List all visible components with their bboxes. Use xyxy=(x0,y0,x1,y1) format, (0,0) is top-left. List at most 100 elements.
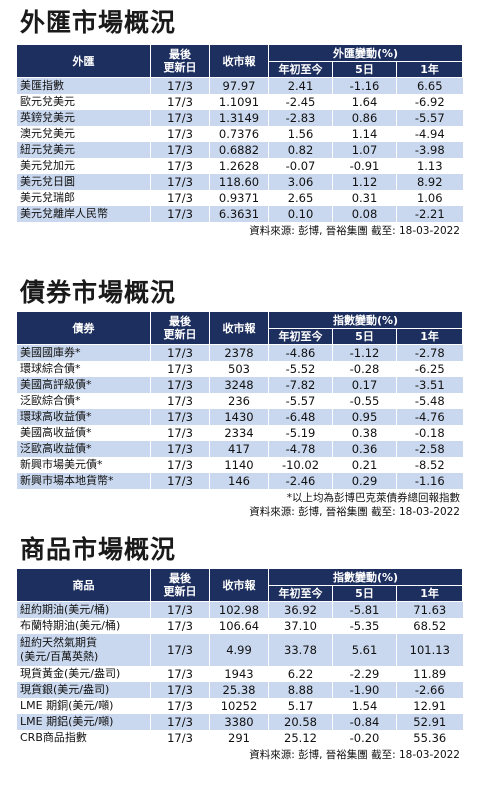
row-1y: 1.06 xyxy=(395,190,463,206)
row-ytd: 37.10 xyxy=(268,618,333,634)
row-1y: 11.89 xyxy=(395,666,463,682)
row-date: 17/3 xyxy=(150,190,210,206)
row-ytd: -5.52 xyxy=(268,361,333,377)
row-ytd: -4.78 xyxy=(268,441,333,457)
commodity-header-1y: 1年 xyxy=(395,585,464,602)
row-ytd: 36.92 xyxy=(268,601,333,618)
row-ytd: -2.83 xyxy=(268,110,333,126)
row-date: 17/3 xyxy=(150,206,210,222)
row-close: 0.6882 xyxy=(209,142,269,158)
row-date: 17/3 xyxy=(150,618,210,634)
row-close: 3248 xyxy=(209,377,269,393)
row-1y: -3.51 xyxy=(395,377,463,393)
row-close: 0.9371 xyxy=(209,190,269,206)
row-close: 97.97 xyxy=(209,77,269,94)
row-5d: -0.91 xyxy=(332,158,397,174)
row-date: 17/3 xyxy=(150,698,210,714)
row-name: 英鎊兌美元 xyxy=(16,110,151,126)
row-close: 3380 xyxy=(209,714,269,730)
commodity-header-name: 商品 xyxy=(16,568,151,602)
row-1y: -0.18 xyxy=(395,425,463,441)
row-ytd: 2.65 xyxy=(268,190,333,206)
row-close: 1430 xyxy=(209,409,269,425)
row-name: 美元兌加元 xyxy=(16,158,151,174)
row-ytd: 2.41 xyxy=(268,77,333,94)
row-ytd: 1.56 xyxy=(268,126,333,142)
row-ytd: -4.86 xyxy=(268,344,333,361)
table-row: 布蘭特期油(美元/桶) 17/3 106.64 37.10 -5.35 68.52 xyxy=(16,618,463,634)
row-ytd: 25.12 xyxy=(268,730,333,746)
row-name: 環球綜合債* xyxy=(16,361,151,377)
fx-section: 外匯市場概況 外匯 最後 更新日 收市報 外匯變動(%) 年初至今 5日 1年 … xyxy=(16,8,464,238)
row-5d: 1.54 xyxy=(332,698,397,714)
row-close: 102.98 xyxy=(209,601,269,618)
row-ytd: -2.45 xyxy=(268,94,333,110)
row-1y: -5.57 xyxy=(395,110,463,126)
bond-header-name: 債券 xyxy=(16,311,151,345)
fx-header-close: 收市報 xyxy=(209,44,269,78)
row-ytd: 0.10 xyxy=(268,206,333,222)
row-1y: 71.63 xyxy=(395,601,463,618)
bond-title: 債券市場概況 xyxy=(16,278,185,308)
table-row: 紐約天然氣期貨 (美元/百萬英熱) 17/3 4.99 33.78 5.61 101.13 xyxy=(16,634,463,666)
row-name: 美元兌日圓 xyxy=(16,174,151,190)
row-date: 17/3 xyxy=(150,714,210,730)
row-name: 紐元兌美元 xyxy=(16,142,151,158)
row-name: CRB商品指數 xyxy=(16,730,151,746)
row-ytd: 33.78 xyxy=(268,634,333,666)
commodity-source: 資料來源: 彭博, 晉裕集團 截至: 18-03-2022 xyxy=(249,749,460,761)
row-close: 1.3149 xyxy=(209,110,269,126)
table-row: 環球高收益債* 17/3 1430 -6.48 0.95 -4.76 xyxy=(16,409,463,425)
row-date: 17/3 xyxy=(150,393,210,409)
row-5d: 0.95 xyxy=(332,409,397,425)
row-date: 17/3 xyxy=(150,441,210,457)
row-1y: -2.21 xyxy=(395,206,463,222)
row-1y: -2.78 xyxy=(395,344,463,361)
row-close: 1.1091 xyxy=(209,94,269,110)
row-close: 2334 xyxy=(209,425,269,441)
row-ytd: -5.57 xyxy=(268,393,333,409)
table-row: 美元兌瑞郎 17/3 0.9371 2.65 0.31 1.06 xyxy=(16,190,463,206)
commodity-table: 商品 最後 更新日 收市報 指數變動(%) 年初至今 5日 1年 紐約期油(美元… xyxy=(16,568,464,746)
fx-header-ytd: 年初至今 xyxy=(268,61,333,78)
fx-header-1y: 1年 xyxy=(395,61,464,78)
row-ytd: -7.82 xyxy=(268,377,333,393)
row-5d: -0.55 xyxy=(332,393,397,409)
commodity-table-body: 紐約期油(美元/桶) 17/3 102.98 36.92 -5.81 71.63 布蘭特期油… xyxy=(16,601,463,746)
table-row: 美國高評級債* 17/3 3248 -7.82 0.17 -3.51 xyxy=(16,377,463,393)
row-date: 17/3 xyxy=(150,409,210,425)
row-1y: -6.25 xyxy=(395,361,463,377)
table-row: 歐元兌美元 17/3 1.1091 -2.45 1.64 -6.92 xyxy=(16,94,463,110)
row-1y: -3.98 xyxy=(395,142,463,158)
commodity-header-ytd: 年初至今 xyxy=(268,585,333,602)
row-close: 236 xyxy=(209,393,269,409)
row-5d: 0.08 xyxy=(332,206,397,222)
row-date: 17/3 xyxy=(150,94,210,110)
row-date: 17/3 xyxy=(150,174,210,190)
bond-header-5d: 5日 xyxy=(332,328,397,345)
row-1y: 1.13 xyxy=(395,158,463,174)
row-ytd: 8.88 xyxy=(268,682,333,698)
row-name: 環球高收益債* xyxy=(16,409,151,425)
row-name: 美國國庫券* xyxy=(16,344,151,361)
row-name: 紐約天然氣期貨 (美元/百萬英熱) xyxy=(16,634,151,666)
row-close: 503 xyxy=(209,361,269,377)
fx-header-change: 外匯變動(%) xyxy=(267,44,464,62)
row-ytd: 5.17 xyxy=(268,698,333,714)
row-5d: -0.28 xyxy=(332,361,397,377)
row-5d: -0.84 xyxy=(332,714,397,730)
row-5d: -1.12 xyxy=(332,344,397,361)
row-1y: -4.76 xyxy=(395,409,463,425)
table-row: LME 期鋁(美元/噸) 17/3 3380 20.58 -0.84 52.91 xyxy=(16,714,463,730)
row-date: 17/3 xyxy=(150,344,210,361)
fx-header-name: 外匯 xyxy=(16,44,151,78)
table-row: 泛歐高收益債* 17/3 417 -4.78 0.36 -2.58 xyxy=(16,441,463,457)
row-5d: 1.07 xyxy=(332,142,397,158)
fx-header-5d: 5日 xyxy=(332,61,397,78)
table-row: 新興市場美元債* 17/3 1140 -10.02 0.21 -8.52 xyxy=(16,457,463,473)
row-5d: 0.38 xyxy=(332,425,397,441)
row-5d: -2.29 xyxy=(332,666,397,682)
row-name: 現貨黃金(美元/盎司) xyxy=(16,666,151,682)
row-5d: -5.81 xyxy=(332,601,397,618)
row-close: 118.60 xyxy=(209,174,269,190)
